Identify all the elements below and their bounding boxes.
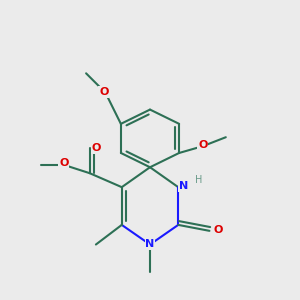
Text: O: O — [99, 87, 109, 97]
Text: O: O — [198, 140, 208, 150]
Text: N: N — [179, 181, 188, 191]
Text: O: O — [92, 143, 101, 153]
Text: H: H — [195, 175, 202, 185]
Text: O: O — [214, 225, 223, 235]
Text: N: N — [146, 239, 154, 249]
Text: O: O — [59, 158, 68, 168]
